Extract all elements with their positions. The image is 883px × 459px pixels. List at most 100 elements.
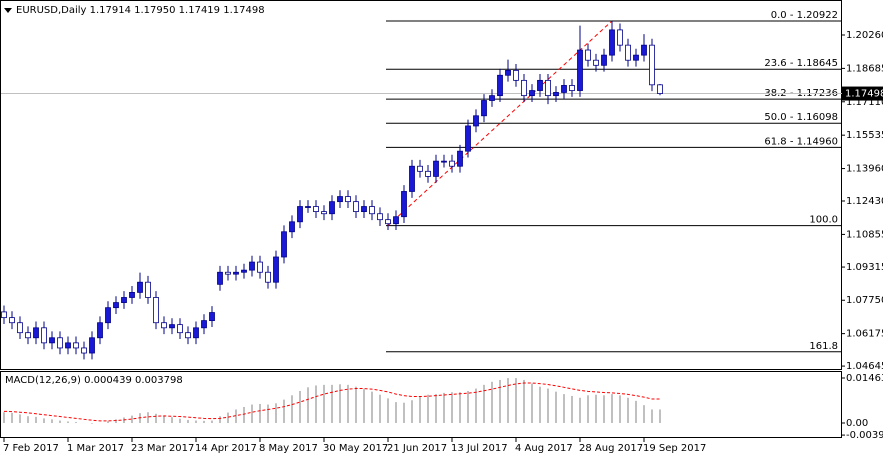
candle-body — [49, 337, 55, 344]
candle-body — [489, 95, 495, 101]
x-tick-label: 8 May 2017 — [259, 443, 318, 454]
candle-body — [617, 29, 623, 46]
candle-body — [41, 327, 47, 344]
y-tick-label: 1.09315 — [846, 262, 883, 273]
main-panel — [0, 0, 842, 370]
candle-body — [281, 231, 287, 258]
y-tick-label: 1.12430 — [846, 196, 883, 207]
x-tick-label: 13 Jul 2017 — [451, 443, 508, 454]
candle-body — [153, 297, 159, 324]
candle-body — [289, 221, 295, 233]
candle-body — [97, 322, 103, 339]
current-price-label: 1.17498 — [845, 89, 883, 100]
candle-body — [497, 74, 503, 97]
candle-body — [265, 271, 271, 283]
candle-body — [105, 307, 111, 324]
x-tick-label: 14 Apr 2017 — [195, 443, 257, 454]
y-tick-label: 0.01463 — [846, 373, 883, 384]
candle-body — [545, 79, 551, 97]
candle-body — [129, 291, 135, 298]
y-tick-label: 1.10855 — [846, 229, 883, 240]
candle-body — [601, 54, 607, 66]
candle-body — [73, 342, 79, 349]
candle-body — [513, 69, 519, 81]
candle-body — [473, 115, 479, 127]
candle-body — [329, 201, 335, 215]
fib-label: 23.6 - 1.18645 — [764, 58, 838, 69]
candle-body — [1, 311, 7, 319]
fib-label: 0.0 - 1.20922 — [771, 10, 838, 21]
candle-body — [577, 49, 583, 91]
candle-body — [89, 337, 95, 354]
candle-body — [313, 206, 319, 213]
candle-body — [401, 191, 407, 218]
candle-body — [585, 49, 591, 61]
candle-body — [369, 206, 375, 215]
candle-body — [33, 327, 39, 339]
candle-body — [177, 324, 183, 334]
candle-body — [593, 59, 599, 66]
candle-body — [353, 201, 359, 213]
candle-body — [65, 342, 71, 349]
candle-body — [25, 332, 31, 339]
candle-body — [409, 165, 415, 192]
y-tick-label: 1.04645 — [846, 361, 883, 372]
candle-body — [57, 337, 63, 349]
candle-body — [113, 302, 119, 309]
chart-title: EURUSD,Daily 1.17914 1.17950 1.17419 1.1… — [16, 5, 265, 16]
x-tick-label: 1 Mar 2017 — [67, 443, 124, 454]
candle-body — [217, 271, 223, 285]
y-tick-label: 1.15535 — [846, 130, 883, 141]
candle-body — [553, 92, 559, 97]
candle-body — [649, 44, 655, 86]
candle-body — [249, 261, 255, 271]
y-tick-label: 1.13960 — [846, 164, 883, 175]
x-tick-label: 21 Jun 2017 — [387, 443, 447, 454]
candle-body — [9, 317, 15, 324]
candle-body — [465, 125, 471, 152]
candle-body — [193, 327, 199, 339]
current-price-box — [842, 86, 883, 101]
candle-body — [481, 100, 487, 117]
candle-body — [441, 160, 447, 163]
candle-body — [233, 271, 239, 275]
candle-body — [81, 347, 87, 354]
candle-body — [137, 281, 143, 293]
candle-body — [169, 324, 175, 329]
candle-body — [185, 332, 191, 339]
candle-body — [417, 165, 423, 172]
y-tick-label: -0.003929 — [846, 430, 883, 441]
candle-body — [305, 206, 311, 208]
candle-body — [361, 206, 367, 213]
fib-label: 61.8 - 1.14960 — [764, 136, 838, 147]
candle-body — [521, 79, 527, 97]
candle-body — [257, 261, 263, 273]
candle-body — [337, 196, 343, 203]
candle-body — [273, 256, 279, 283]
x-tick-label: 23 Mar 2017 — [131, 443, 194, 454]
fib-label: 50.0 - 1.16098 — [764, 112, 838, 123]
candle-body — [145, 281, 151, 298]
candle-body — [625, 44, 631, 61]
x-tick-label: 7 Feb 2017 — [3, 443, 59, 454]
candle-body — [345, 196, 351, 203]
candle-body — [377, 213, 383, 221]
candle-body — [225, 271, 231, 275]
candle-body — [17, 322, 23, 334]
candle-body — [241, 269, 247, 273]
candle-body — [657, 84, 663, 94]
candle-body — [449, 160, 455, 167]
candle-body — [297, 206, 303, 223]
candle-body — [161, 322, 167, 329]
candle-body — [529, 90, 535, 97]
fib-trend — [387, 20, 613, 226]
x-tick-label: 30 May 2017 — [323, 443, 388, 454]
y-tick-label: 1.17110 — [846, 97, 883, 108]
candle-body — [393, 216, 399, 225]
candle-body — [433, 160, 439, 177]
y-tick-label: 1.18685 — [846, 63, 883, 74]
fib-label: 161.8 — [809, 341, 838, 352]
candle-body — [321, 211, 327, 215]
candle-body — [425, 170, 431, 177]
